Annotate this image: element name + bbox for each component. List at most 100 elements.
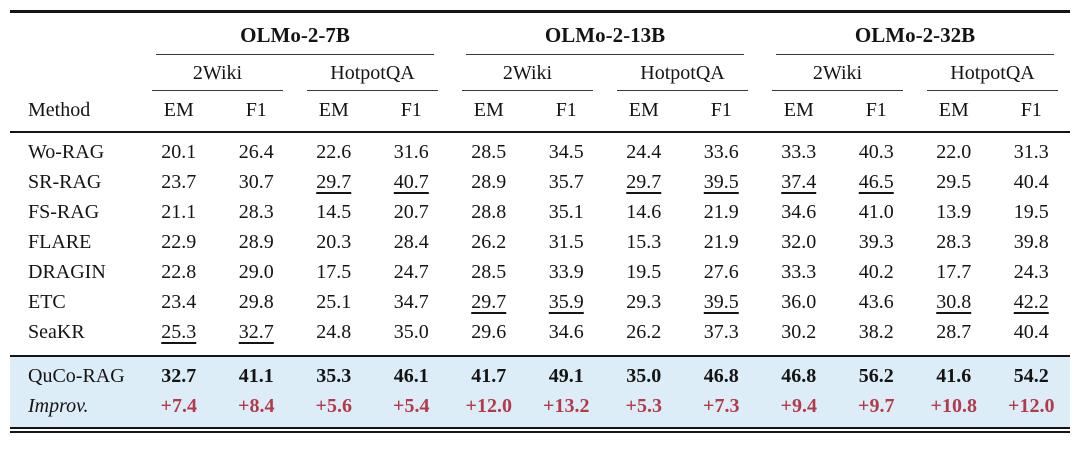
value-text: 17.7 <box>936 261 972 283</box>
value-text: 49.1 <box>548 365 584 387</box>
value-text: 23.4 <box>161 291 197 313</box>
metric-header: EM <box>295 91 373 133</box>
value-cell: +8.4 <box>218 391 296 427</box>
value-text: 19.5 <box>1013 201 1049 223</box>
value-text: +5.4 <box>393 395 430 417</box>
value-text: 21.1 <box>161 201 197 223</box>
value-cell: 40.4 <box>993 167 1071 197</box>
value-cell: 28.5 <box>450 132 528 167</box>
value-text: 20.3 <box>316 231 352 253</box>
top-rule <box>10 10 1070 13</box>
value-cell: 33.3 <box>760 132 838 167</box>
value-text: 41.0 <box>858 201 894 223</box>
value-text: 56.2 <box>858 365 894 387</box>
value-text: 38.2 <box>858 321 894 343</box>
value-cell: 28.3 <box>218 197 296 227</box>
table-row: SR-RAG 23.7 30.7 29.7 40.7 28.9 35.7 29.7 39.5 37… <box>10 167 1070 197</box>
value-text: 13.9 <box>936 201 972 223</box>
model-group-label: OLMo-2-32B <box>776 23 1054 55</box>
value-text: 40.4 <box>1013 171 1049 193</box>
value-text: +12.0 <box>1008 395 1055 417</box>
value-text: 30.8 <box>936 291 972 313</box>
value-text: 15.3 <box>626 231 662 253</box>
metric-header: F1 <box>372 91 450 133</box>
method-cell: ETC <box>28 291 66 313</box>
value-cell: 46.8 <box>760 356 838 391</box>
value-text: 46.5 <box>858 171 894 193</box>
model-group-label: OLMo-2-7B <box>156 23 434 55</box>
value-text: 32.0 <box>781 231 817 253</box>
value-text: 41.7 <box>471 365 507 387</box>
table-row: ETC 23.4 29.8 25.1 34.7 29.7 35.9 29.3 39.5 36.0 4… <box>10 287 1070 317</box>
value-cell: 54.2 <box>993 356 1071 391</box>
value-cell: 32.7 <box>217 317 295 357</box>
value-text: 37.3 <box>703 321 739 343</box>
dataset-header: HotpotQA <box>295 55 450 91</box>
value-cell: 28.9 <box>450 167 528 197</box>
value-cell: +12.0 <box>993 391 1071 427</box>
value-cell: 39.5 <box>683 287 761 317</box>
value-cell: 28.5 <box>450 257 528 287</box>
value-cell: 46.8 <box>683 356 761 391</box>
value-text: 29.8 <box>238 291 274 313</box>
value-text: 29.3 <box>626 291 662 313</box>
method-cell: Improv. <box>28 395 89 417</box>
value-text: 19.5 <box>626 261 662 283</box>
value-cell: 41.6 <box>915 356 993 391</box>
value-text: 29.5 <box>936 171 972 193</box>
value-cell: 25.3 <box>140 317 218 357</box>
value-cell: 29.7 <box>295 167 373 197</box>
value-text: +12.0 <box>465 395 512 417</box>
value-cell: 37.3 <box>682 317 760 357</box>
value-cell: 29.6 <box>450 317 528 357</box>
value-text: 26.4 <box>238 141 274 163</box>
value-text: 26.2 <box>626 321 662 343</box>
value-text: 25.3 <box>161 321 197 343</box>
value-cell: 40.7 <box>373 167 451 197</box>
value-text: 26.2 <box>471 231 507 253</box>
value-text: 22.8 <box>161 261 197 283</box>
value-cell: 19.5 <box>993 197 1071 227</box>
value-cell: 37.4 <box>760 167 838 197</box>
value-cell: 35.1 <box>528 197 606 227</box>
value-cell: 25.1 <box>295 287 373 317</box>
value-text: 37.4 <box>781 171 817 193</box>
value-cell: +13.2 <box>528 391 606 427</box>
dataset-label: 2Wiki <box>462 62 593 91</box>
dataset-header-row: 2Wiki HotpotQA 2Wiki HotpotQA 2Wiki Hotp… <box>10 55 1070 91</box>
model-group-header-row: OLMo-2-7B OLMo-2-13B OLMo-2-32B <box>10 13 1070 55</box>
value-text: +5.3 <box>625 395 662 417</box>
value-cell: 29.8 <box>218 287 296 317</box>
value-cell: 28.7 <box>915 317 993 357</box>
value-text: 29.7 <box>471 291 507 313</box>
value-cell: 29.7 <box>605 167 683 197</box>
dataset-label: HotpotQA <box>927 62 1058 91</box>
dataset-label: HotpotQA <box>617 62 748 91</box>
value-text: 31.3 <box>1013 141 1049 163</box>
value-cell: 29.3 <box>605 287 683 317</box>
value-text: 29.7 <box>316 171 352 193</box>
value-text: +7.4 <box>160 395 197 417</box>
header-spacer <box>10 55 140 91</box>
value-cell: 46.1 <box>373 356 451 391</box>
value-text: 27.6 <box>703 261 739 283</box>
value-cell: 28.3 <box>915 227 993 257</box>
value-cell: 56.2 <box>838 356 916 391</box>
value-cell: 22.6 <box>295 132 373 167</box>
value-cell: 26.2 <box>450 227 528 257</box>
metric-header: F1 <box>682 91 760 133</box>
value-cell: 35.3 <box>295 356 373 391</box>
value-cell: 24.4 <box>605 132 683 167</box>
value-cell: 23.7 <box>140 167 218 197</box>
value-text: 35.9 <box>548 291 584 313</box>
value-text: 14.5 <box>316 201 352 223</box>
value-cell: +9.4 <box>760 391 838 427</box>
model-group-header: OLMo-2-7B <box>140 13 450 55</box>
value-cell: 28.4 <box>373 227 451 257</box>
value-text: 41.6 <box>936 365 972 387</box>
value-cell: 20.3 <box>295 227 373 257</box>
value-cell: 36.0 <box>760 287 838 317</box>
value-cell: 39.5 <box>683 167 761 197</box>
value-cell: +5.6 <box>295 391 373 427</box>
value-text: +5.6 <box>315 395 352 417</box>
